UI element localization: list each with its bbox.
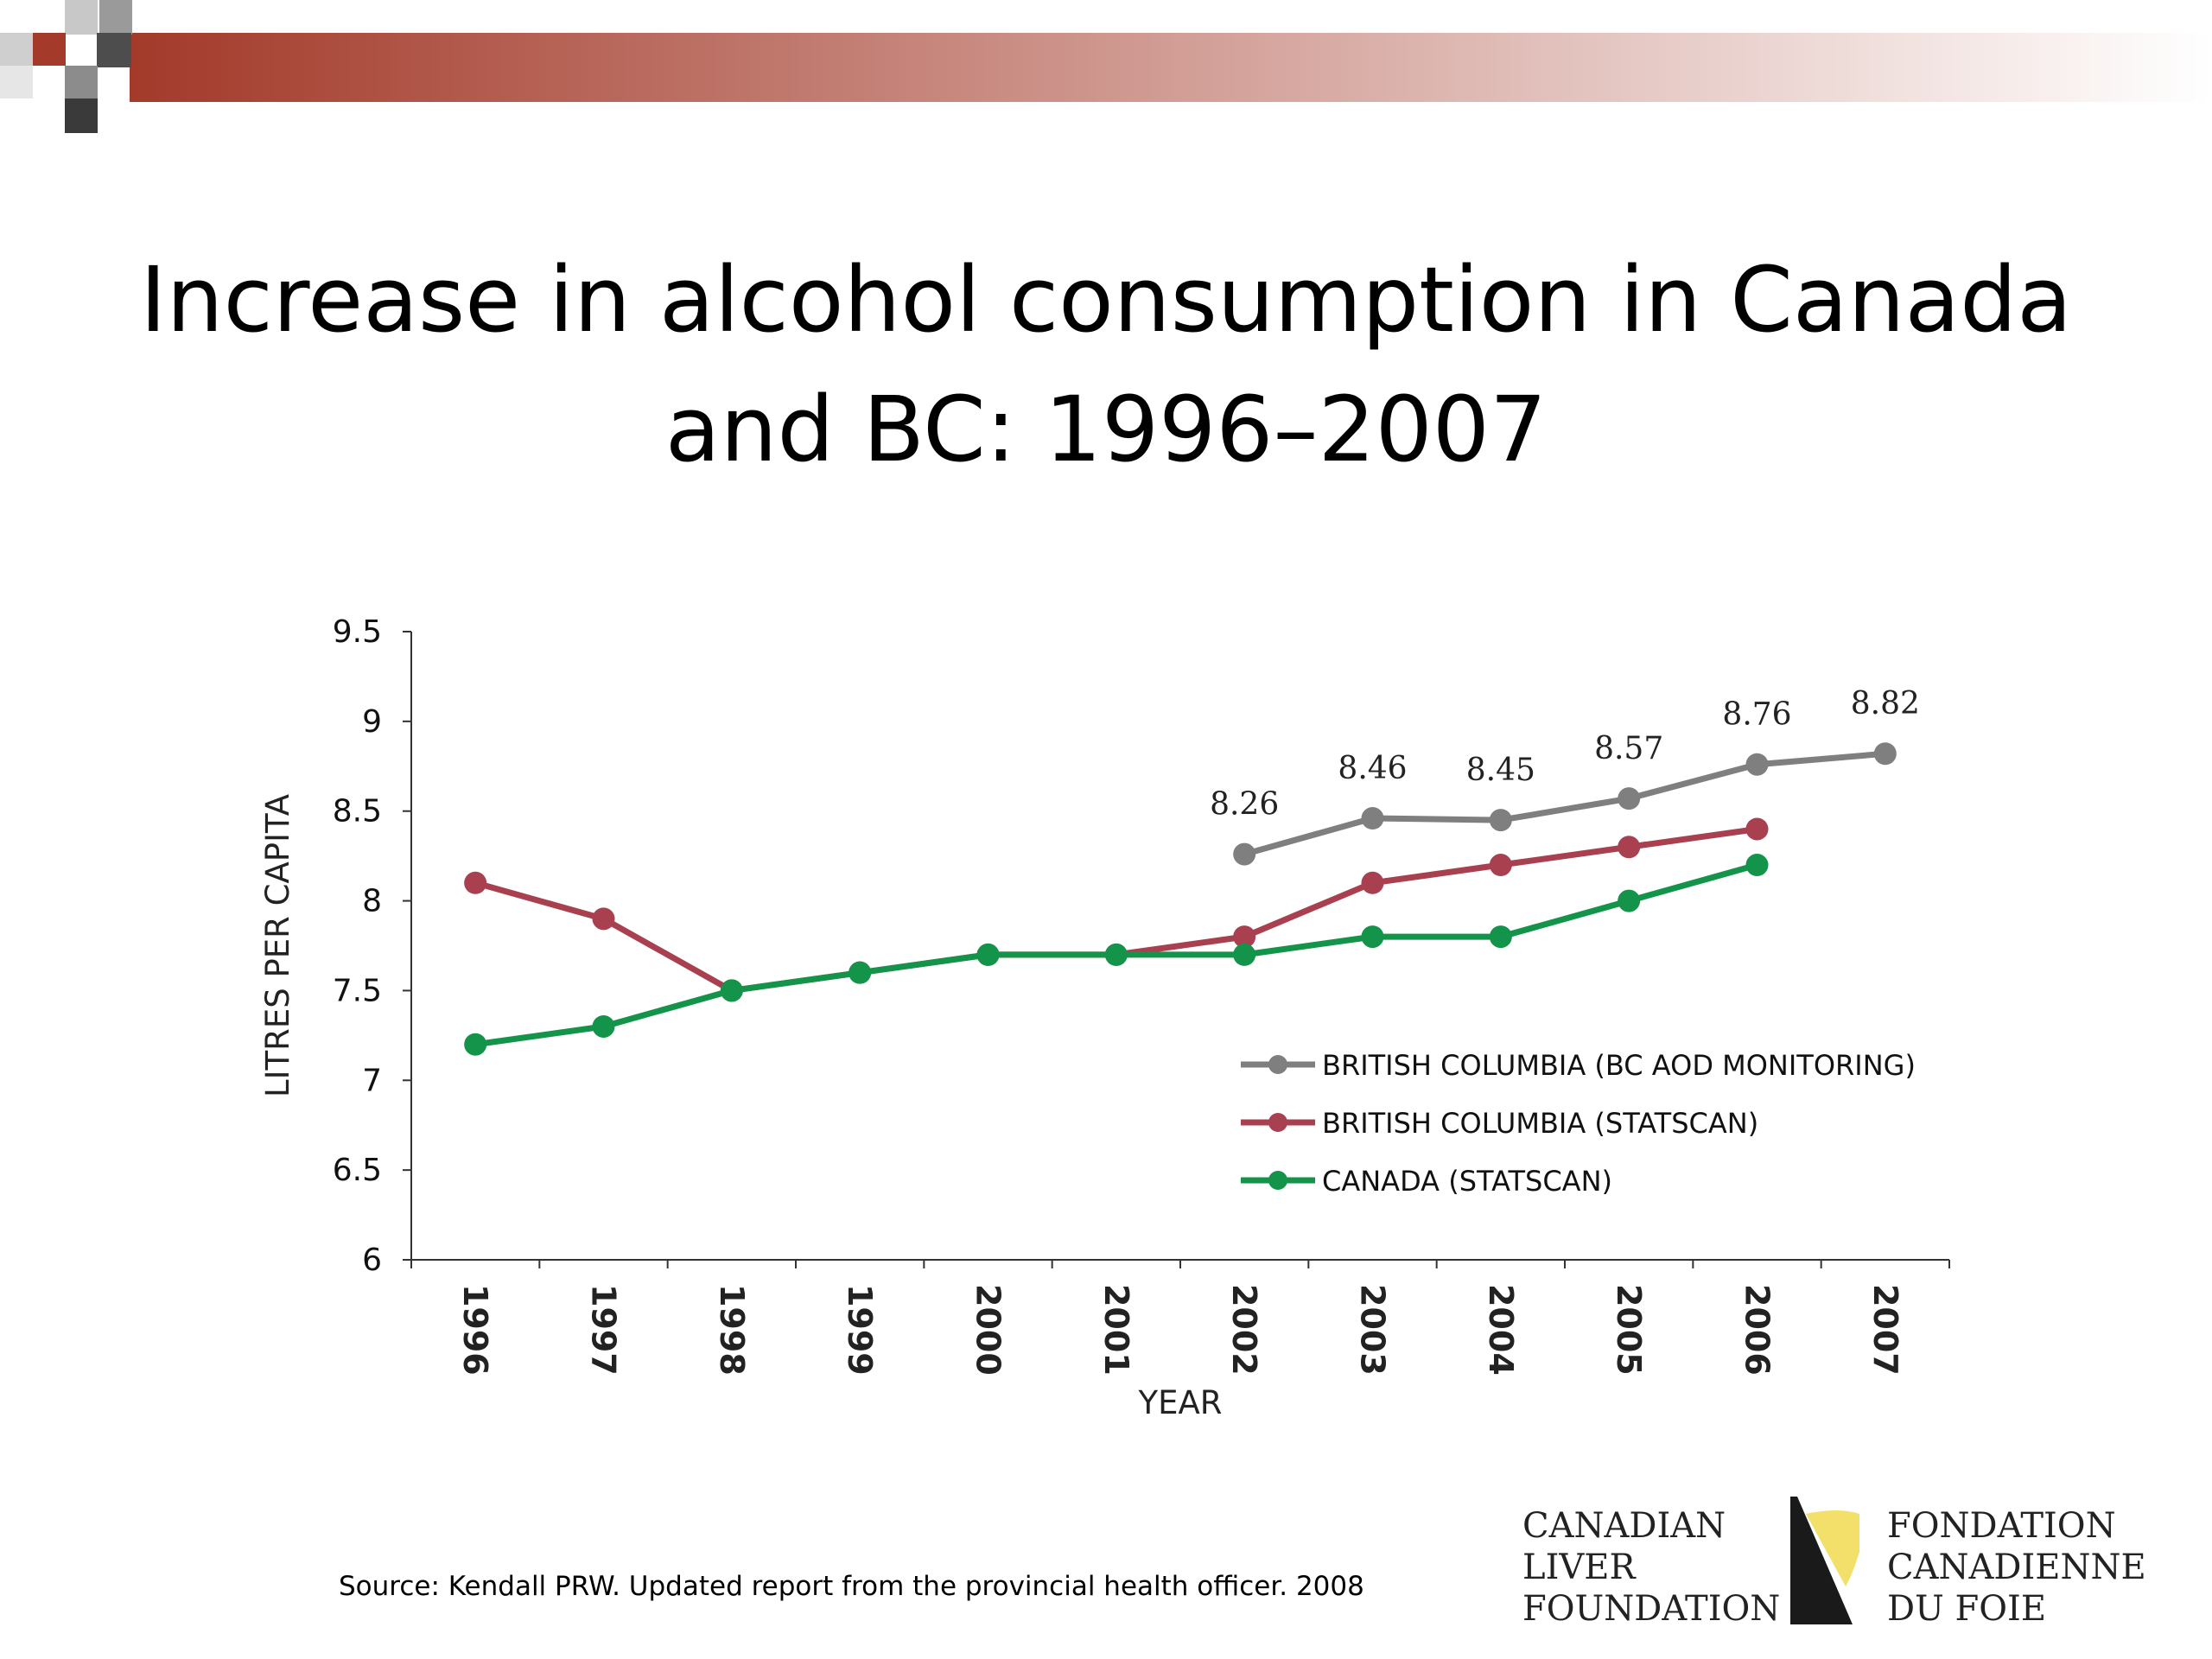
series-line [1243,750,1886,857]
data-point [1489,925,1512,949]
data-point [1618,787,1641,810]
data-label: 8.82 [1851,686,1920,721]
x-tick-label: 1998 [713,1284,751,1376]
x-tick-label: 2002 [1225,1284,1263,1376]
data-point [1104,943,1128,966]
data-point [592,1014,615,1038]
liver-foundation-logo-icon [1790,1497,1859,1624]
legend-label: CANADA (STATSCAN) [1322,1165,1612,1198]
data-label: 8.46 [1338,751,1407,786]
x-tick-label: 1997 [585,1284,623,1376]
data-label: 8.45 [1466,753,1535,788]
data-point [1361,925,1384,949]
data-point [1361,807,1384,830]
header-block [97,33,131,67]
x-tick-label: 2001 [1097,1284,1135,1376]
source-citation: Source: Kendall PRW. Updated report from… [339,1571,1364,1602]
y-tick-label: 6 [362,1243,382,1278]
data-label: 8.57 [1594,731,1663,766]
x-tick-label: 2007 [1866,1284,1904,1376]
y-tick-label: 8.5 [333,794,382,830]
data-point [1233,943,1256,966]
data-point [720,979,743,1002]
legend-swatch-marker [1268,1113,1287,1132]
data-point [1361,871,1384,894]
header-block [65,0,98,35]
logo-english-name: CANADIAN LIVER FOUNDATION [1522,1505,1780,1630]
data-point [464,871,487,894]
logo-yellow-shape [1806,1510,1859,1586]
data-point [1618,889,1641,912]
data-label: 8.76 [1722,697,1791,733]
series-line [474,826,1758,994]
x-tick-label: 1996 [456,1284,494,1376]
legend-label: BRITISH COLUMBIA (STATSCAN) [1322,1107,1758,1140]
y-tick-label: 9 [362,704,382,740]
y-tick-label: 7.5 [333,973,382,1008]
logo-dark-shape [1790,1497,1853,1624]
logo-french-line: FONDATION [1887,1506,2116,1546]
slide-title-line-1: Increase in alcohol consumption in Canad… [140,247,2072,353]
x-tick-label: 2004 [1482,1284,1520,1376]
header-block [0,33,33,66]
header-block [99,0,132,35]
y-tick-label: 8 [362,884,382,919]
data-point [1489,809,1512,832]
legend-swatch-marker [1268,1055,1287,1074]
slide-title: Increase in alcohol consumption in Canad… [0,235,2212,494]
header-block [0,66,33,99]
header-block [65,66,98,99]
data-label: 8.26 [1210,787,1279,823]
x-tick-label: 2006 [1738,1284,1777,1376]
header-gradient-bar [130,33,2212,102]
logo-english-line: LIVER [1522,1548,1636,1587]
data-point [976,943,1000,966]
data-point [1745,854,1769,877]
header-block [33,33,66,66]
slide-title-line-2: and BC: 1996–2007 [664,377,1548,482]
x-tick-label: 2005 [1610,1284,1648,1376]
y-tick-label: 7 [362,1063,382,1098]
data-point [1233,925,1256,949]
data-point [1233,842,1256,866]
logo-french-line: CANADIENNE [1887,1548,2146,1587]
y-tick-label: 9.5 [333,614,382,650]
legend-swatch-marker [1268,1171,1287,1190]
data-point [1618,836,1641,859]
data-point [1489,854,1512,877]
y-tick-label: 6.5 [333,1153,382,1188]
x-tick-label: 2003 [1354,1284,1392,1376]
header-block [65,99,98,133]
header-decoration [0,0,2212,133]
logo-french-line: DU FOIE [1887,1589,2047,1629]
legend-label: BRITISH COLUMBIA (BC AOD MONITORING) [1322,1049,1916,1082]
x-tick-label: 2000 [969,1284,1007,1376]
data-point [464,1033,487,1056]
logo-english-line: CANADIAN [1522,1506,1726,1546]
data-point [1873,742,1897,766]
data-point [1745,817,1769,841]
logo-english-line: FOUNDATION [1522,1589,1781,1629]
data-point [849,961,872,984]
data-point [1745,753,1769,776]
y-axis-title: LITRES PER CAPITA [259,794,296,1097]
data-point [592,907,615,931]
x-tick-label: 1999 [841,1284,879,1376]
x-axis-title: YEAR [1138,1384,1223,1421]
logo-french-name: FONDATION CANADIENNE DU FOIE [1887,1505,2146,1630]
